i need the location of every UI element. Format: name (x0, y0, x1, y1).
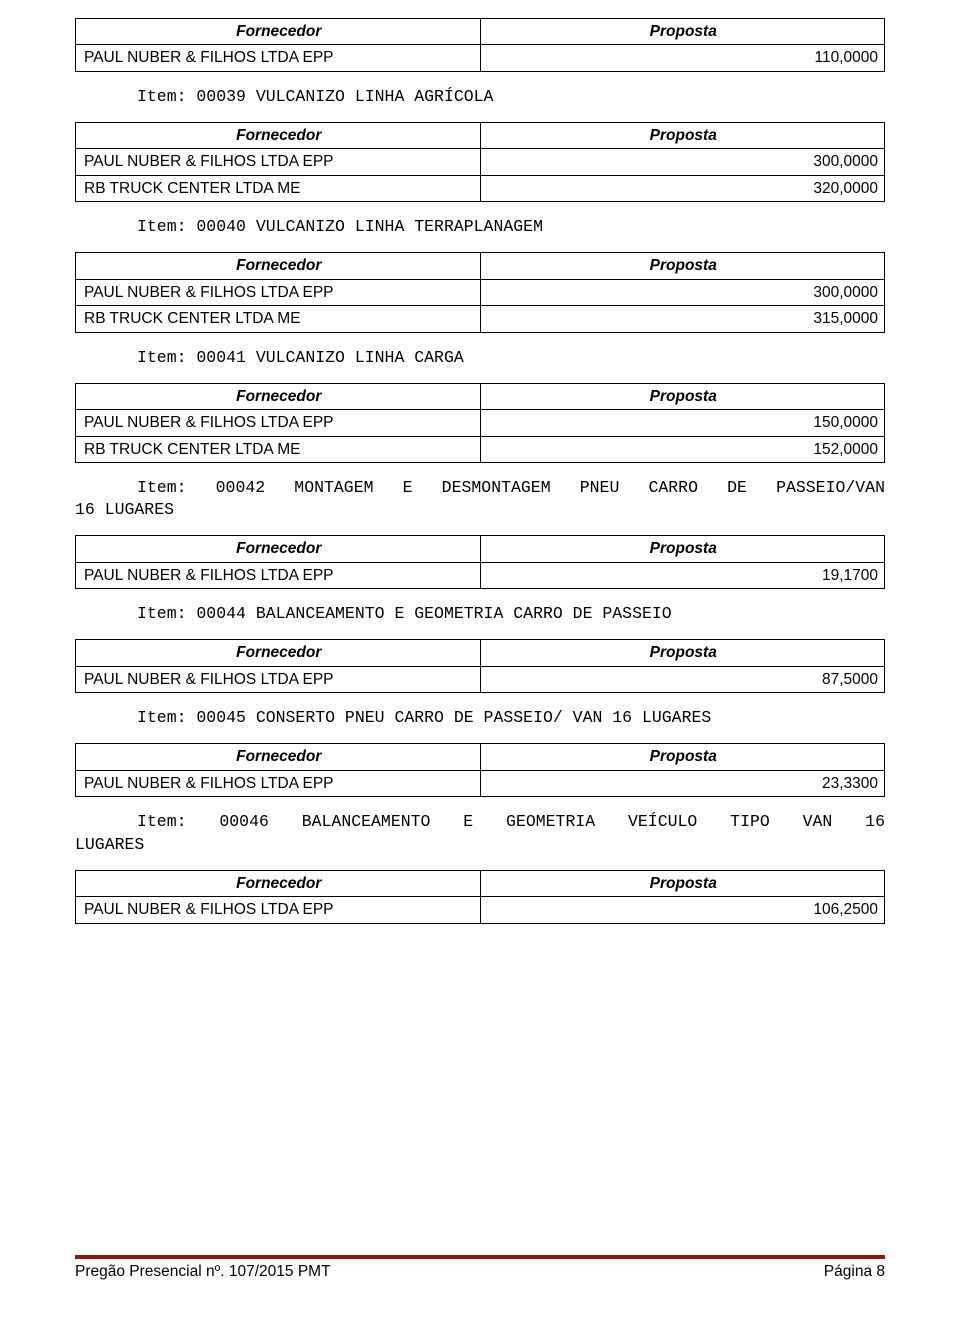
cell-value: 23,3300 (480, 770, 885, 796)
cell-value: 19,1700 (480, 562, 885, 588)
table-row: PAUL NUBER & FILHOS LTDA EPP 110,0000 (76, 45, 885, 71)
cell-value: 320,0000 (480, 175, 885, 201)
item-heading: Item: 00039 VULCANIZO LINHA AGRÍCOLA (75, 86, 885, 108)
cell-supplier: RB TRUCK CENTER LTDA ME (76, 436, 481, 462)
table-row: RB TRUCK CENTER LTDA ME 315,0000 (76, 306, 885, 332)
footer-rule (75, 1255, 885, 1259)
proposal-table: Fornecedor Proposta PAUL NUBER & FILHOS … (75, 870, 885, 924)
col-fornecedor-header: Fornecedor (76, 640, 481, 666)
cell-value: 152,0000 (480, 436, 885, 462)
supplier-name: PAUL NUBER & FILHOS LTDA EPP (84, 49, 334, 66)
proposal-table: Fornecedor Proposta PAUL NUBER & FILHOS … (75, 639, 885, 693)
item-heading: Item: 00040 VULCANIZO LINHA TERRAPLANAGE… (75, 216, 885, 238)
table-header-row: Fornecedor Proposta (76, 744, 885, 770)
col-fornecedor-header: Fornecedor (76, 744, 481, 770)
table-row: PAUL NUBER & FILHOS LTDA EPP 150,0000 (76, 410, 885, 436)
proposal-table: Fornecedor Proposta PAUL NUBER & FILHOS … (75, 383, 885, 463)
cell-value: 106,2500 (480, 897, 885, 923)
col-fornecedor-header: Fornecedor (76, 253, 481, 279)
cell-supplier: PAUL NUBER & FILHOS LTDA EPP (76, 45, 481, 71)
proposal-table: Fornecedor Proposta PAUL NUBER & FILHOS … (75, 252, 885, 332)
item-heading: Item: 00044 BALANCEAMENTO E GEOMETRIA CA… (75, 603, 885, 625)
table-header-row: Fornecedor Proposta (76, 253, 885, 279)
cell-value: 300,0000 (480, 149, 885, 175)
item-heading: Item: 00046 BALANCEAMENTO E GEOMETRIA VE… (75, 811, 885, 833)
supplier-name: PAUL NUBER & FILHOS LTDA EPP (84, 414, 334, 431)
supplier-name: PAUL NUBER & FILHOS LTDA EPP (84, 153, 334, 170)
supplier-name: PAUL NUBER & FILHOS LTDA EPP (84, 671, 334, 688)
proposal-table: Fornecedor Proposta PAUL NUBER & FILHOS … (75, 535, 885, 589)
cell-supplier: PAUL NUBER & FILHOS LTDA EPP (76, 770, 481, 796)
item-heading-continuation: 16 LUGARES (75, 499, 885, 521)
item-heading: Item: 00045 CONSERTO PNEU CARRO DE PASSE… (75, 707, 885, 729)
table-header-row: Fornecedor Proposta (76, 123, 885, 149)
cell-value: 87,5000 (480, 666, 885, 692)
item-heading: Item: 00041 VULCANIZO LINHA CARGA (75, 347, 885, 369)
cell-supplier: PAUL NUBER & FILHOS LTDA EPP (76, 666, 481, 692)
supplier-name: RB TRUCK CENTER LTDA ME (84, 180, 300, 197)
table-header-row: Fornecedor Proposta (76, 383, 885, 409)
table-row: RB TRUCK CENTER LTDA ME 320,0000 (76, 175, 885, 201)
document-page: Fornecedor Proposta PAUL NUBER & FILHOS … (0, 0, 960, 1321)
table-row: PAUL NUBER & FILHOS LTDA EPP 87,5000 (76, 666, 885, 692)
col-proposta-header: Proposta (480, 123, 885, 149)
cell-supplier: PAUL NUBER & FILHOS LTDA EPP (76, 149, 481, 175)
footer-right-text: Página 8 (824, 1263, 885, 1281)
cell-supplier: RB TRUCK CENTER LTDA ME (76, 175, 481, 201)
table-row: PAUL NUBER & FILHOS LTDA EPP 300,0000 (76, 149, 885, 175)
col-proposta-header: Proposta (480, 253, 885, 279)
footer-row: Pregão Presencial nº. 107/2015 PMT Págin… (75, 1263, 885, 1281)
col-proposta-header: Proposta (480, 19, 885, 45)
supplier-name: RB TRUCK CENTER LTDA ME (84, 441, 300, 458)
table-header-row: Fornecedor Proposta (76, 640, 885, 666)
col-fornecedor-header: Fornecedor (76, 123, 481, 149)
col-fornecedor-header: Fornecedor (76, 536, 481, 562)
table-row: PAUL NUBER & FILHOS LTDA EPP 19,1700 (76, 562, 885, 588)
col-proposta-header: Proposta (480, 870, 885, 896)
col-proposta-header: Proposta (480, 536, 885, 562)
col-fornecedor-header: Fornecedor (76, 383, 481, 409)
cell-supplier: PAUL NUBER & FILHOS LTDA EPP (76, 562, 481, 588)
table-row: PAUL NUBER & FILHOS LTDA EPP 23,3300 (76, 770, 885, 796)
table-header-row: Fornecedor Proposta (76, 19, 885, 45)
supplier-name: PAUL NUBER & FILHOS LTDA EPP (84, 901, 334, 918)
cell-supplier: RB TRUCK CENTER LTDA ME (76, 306, 481, 332)
table-header-row: Fornecedor Proposta (76, 536, 885, 562)
proposal-table: Fornecedor Proposta PAUL NUBER & FILHOS … (75, 18, 885, 72)
table-row: PAUL NUBER & FILHOS LTDA EPP 300,0000 (76, 279, 885, 305)
cell-value: 110,0000 (480, 45, 885, 71)
proposal-table: Fornecedor Proposta PAUL NUBER & FILHOS … (75, 122, 885, 202)
table-row: PAUL NUBER & FILHOS LTDA EPP 106,2500 (76, 897, 885, 923)
cell-supplier: PAUL NUBER & FILHOS LTDA EPP (76, 897, 481, 923)
item-heading-continuation: LUGARES (75, 834, 885, 856)
table-header-row: Fornecedor Proposta (76, 870, 885, 896)
cell-supplier: PAUL NUBER & FILHOS LTDA EPP (76, 410, 481, 436)
cell-value: 315,0000 (480, 306, 885, 332)
supplier-name: RB TRUCK CENTER LTDA ME (84, 310, 300, 327)
item-heading: Item: 00042 MONTAGEM E DESMONTAGEM PNEU … (75, 477, 885, 499)
col-fornecedor-header: Fornecedor (76, 19, 481, 45)
col-fornecedor-header: Fornecedor (76, 870, 481, 896)
supplier-name: PAUL NUBER & FILHOS LTDA EPP (84, 567, 334, 584)
col-proposta-header: Proposta (480, 640, 885, 666)
supplier-name: PAUL NUBER & FILHOS LTDA EPP (84, 775, 334, 792)
col-proposta-header: Proposta (480, 744, 885, 770)
col-proposta-header: Proposta (480, 383, 885, 409)
cell-supplier: PAUL NUBER & FILHOS LTDA EPP (76, 279, 481, 305)
proposal-table: Fornecedor Proposta PAUL NUBER & FILHOS … (75, 743, 885, 797)
footer-left-text: Pregão Presencial nº. 107/2015 PMT (75, 1263, 331, 1281)
page-footer: Pregão Presencial nº. 107/2015 PMT Págin… (75, 1255, 885, 1281)
cell-value: 300,0000 (480, 279, 885, 305)
supplier-name: PAUL NUBER & FILHOS LTDA EPP (84, 284, 334, 301)
cell-value: 150,0000 (480, 410, 885, 436)
table-row: RB TRUCK CENTER LTDA ME 152,0000 (76, 436, 885, 462)
